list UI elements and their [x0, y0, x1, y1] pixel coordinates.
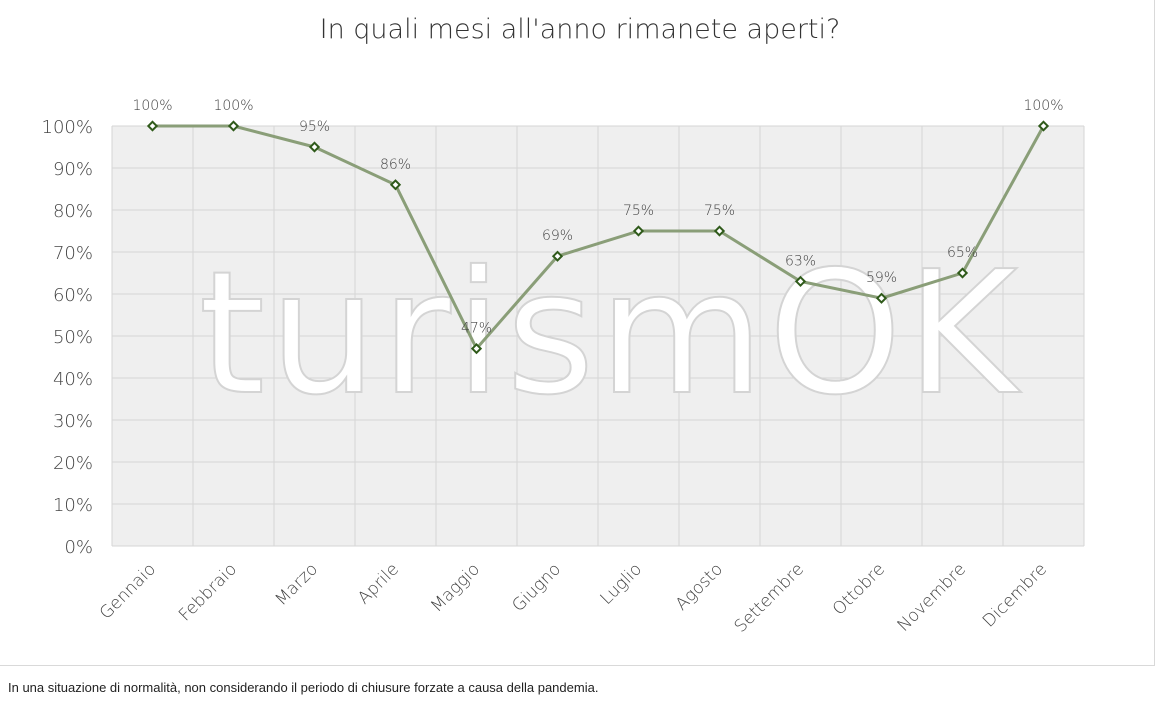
y-tick-label: 100%	[42, 117, 93, 138]
x-tick-label: Maggio	[427, 559, 484, 616]
data-point-marker	[308, 141, 321, 153]
y-tick-label: 0%	[64, 537, 93, 558]
footnote: In una situazione di normalità, non cons…	[8, 680, 599, 695]
y-tick-label: 80%	[53, 201, 93, 222]
data-label: 63%	[785, 253, 816, 269]
data-label: 59%	[866, 270, 897, 286]
data-label: 100%	[132, 98, 172, 114]
x-tick-label: Febbraio	[175, 559, 241, 625]
x-tick-label: Giugno	[508, 559, 565, 616]
y-tick-label: 40%	[53, 369, 93, 390]
chart-title: In quali mesi all'anno rimanete aperti?	[320, 14, 841, 45]
data-label: 86%	[380, 157, 411, 173]
data-point-marker	[632, 225, 645, 237]
data-point-marker	[875, 292, 888, 304]
data-point-marker	[794, 275, 807, 288]
x-tick-label: Ottobre	[829, 559, 889, 619]
y-axis: 0% 10% 20% 30% 40% 50% 60% 70% 80% 90% 100%	[42, 117, 93, 558]
data-point-marker	[227, 120, 240, 132]
data-point-marker	[713, 225, 726, 237]
data-point-marker	[551, 250, 564, 262]
x-tick-label: Dicembre	[979, 559, 1051, 631]
data-label: 100%	[213, 98, 253, 114]
data-label: 95%	[299, 119, 330, 135]
series-polyline	[152, 124, 1045, 351]
y-tick-label: 70%	[53, 243, 93, 264]
y-tick-label: 90%	[53, 159, 93, 180]
watermark-logo: turismOK	[199, 235, 1023, 433]
x-tick-label: Marzo	[272, 559, 322, 609]
data-label: 69%	[542, 228, 573, 244]
data-label: 65%	[947, 245, 978, 261]
data-label: 75%	[623, 203, 654, 219]
x-tick-label: Novembre	[894, 559, 970, 635]
grid-lines	[111, 125, 1085, 547]
data-point-marker	[146, 120, 159, 132]
data-label: 47%	[461, 321, 492, 337]
data-label: 100%	[1023, 98, 1063, 114]
data-point-marker	[389, 179, 402, 191]
x-axis: Gennaio Febbraio Marzo Aprile Maggio Giugno Lu…	[96, 559, 1051, 636]
y-tick-label: 20%	[53, 453, 93, 474]
x-tick-label: Settembre	[731, 559, 808, 636]
y-tick-label: 60%	[53, 285, 93, 306]
line-chart: In quali mesi all'anno rimanete aperti? …	[42, 14, 1085, 637]
x-tick-label: Gennaio	[96, 559, 160, 623]
data-point-marker	[470, 342, 483, 355]
data-point-marker	[956, 267, 969, 279]
data-label: 75%	[704, 203, 735, 219]
x-tick-label: Aprile	[354, 559, 403, 608]
series-line	[146, 120, 1050, 355]
x-tick-label: Agosto	[672, 559, 727, 614]
data-labels: 100% 100% 95% 86% 47% 69% 75% 75% 63% 59% 65% 100%	[132, 98, 1063, 337]
y-tick-label: 10%	[53, 495, 93, 516]
data-point-marker	[1037, 120, 1050, 132]
x-tick-label: Luglio	[597, 559, 646, 608]
y-tick-label: 30%	[53, 411, 93, 432]
y-tick-label: 50%	[53, 327, 93, 348]
